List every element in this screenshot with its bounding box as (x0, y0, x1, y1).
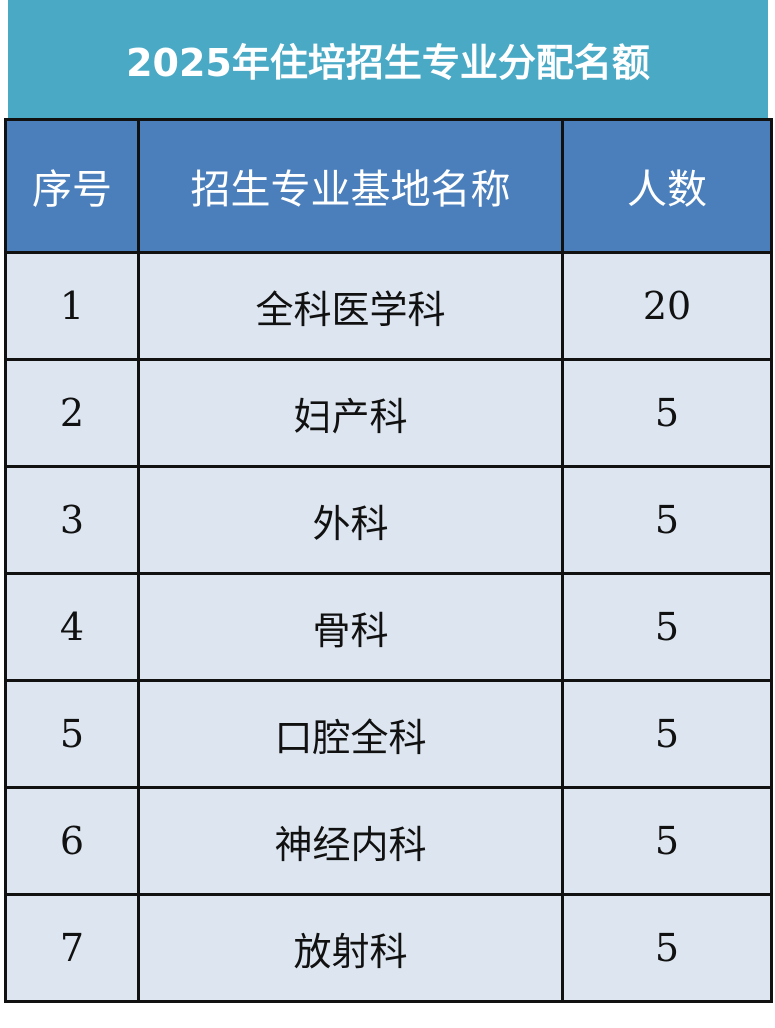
row-index: 5 (4, 679, 140, 789)
header-specialty: 招生专业基地名称 (137, 118, 564, 254)
row-index: 2 (4, 358, 140, 468)
row-specialty: 神经内科 (137, 786, 564, 896)
table-row: 4 骨科 5 (4, 572, 773, 682)
quota-table: 序号 招生专业基地名称 人数 1 全科医学科 20 2 妇产科 5 3 外科 5 4 骨科 5 5 口腔全… (4, 118, 773, 1003)
row-count: 20 (561, 251, 773, 361)
row-specialty: 放射科 (137, 893, 564, 1003)
table-row: 7 放射科 5 (4, 893, 773, 1003)
row-specialty: 妇产科 (137, 358, 564, 468)
table-row: 5 口腔全科 5 (4, 679, 773, 789)
table-row: 6 神经内科 5 (4, 786, 773, 896)
row-count: 5 (561, 679, 773, 789)
row-index: 3 (4, 465, 140, 575)
row-specialty: 口腔全科 (137, 679, 564, 789)
row-index: 6 (4, 786, 140, 896)
header-index: 序号 (4, 118, 140, 254)
row-specialty: 外科 (137, 465, 564, 575)
header-count: 人数 (561, 118, 773, 254)
row-specialty: 全科医学科 (137, 251, 564, 361)
page-title: 2025年住培招生专业分配名额 (8, 0, 768, 119)
row-count: 5 (561, 786, 773, 896)
row-count: 5 (561, 465, 773, 575)
row-specialty: 骨科 (137, 572, 564, 682)
table-header-row: 序号 招生专业基地名称 人数 (4, 118, 773, 254)
table-row: 1 全科医学科 20 (4, 251, 773, 361)
row-index: 7 (4, 893, 140, 1003)
table-row: 2 妇产科 5 (4, 358, 773, 468)
row-index: 4 (4, 572, 140, 682)
row-count: 5 (561, 572, 773, 682)
row-count: 5 (561, 893, 773, 1003)
row-index: 1 (4, 251, 140, 361)
row-count: 5 (561, 358, 773, 468)
table-row: 3 外科 5 (4, 465, 773, 575)
